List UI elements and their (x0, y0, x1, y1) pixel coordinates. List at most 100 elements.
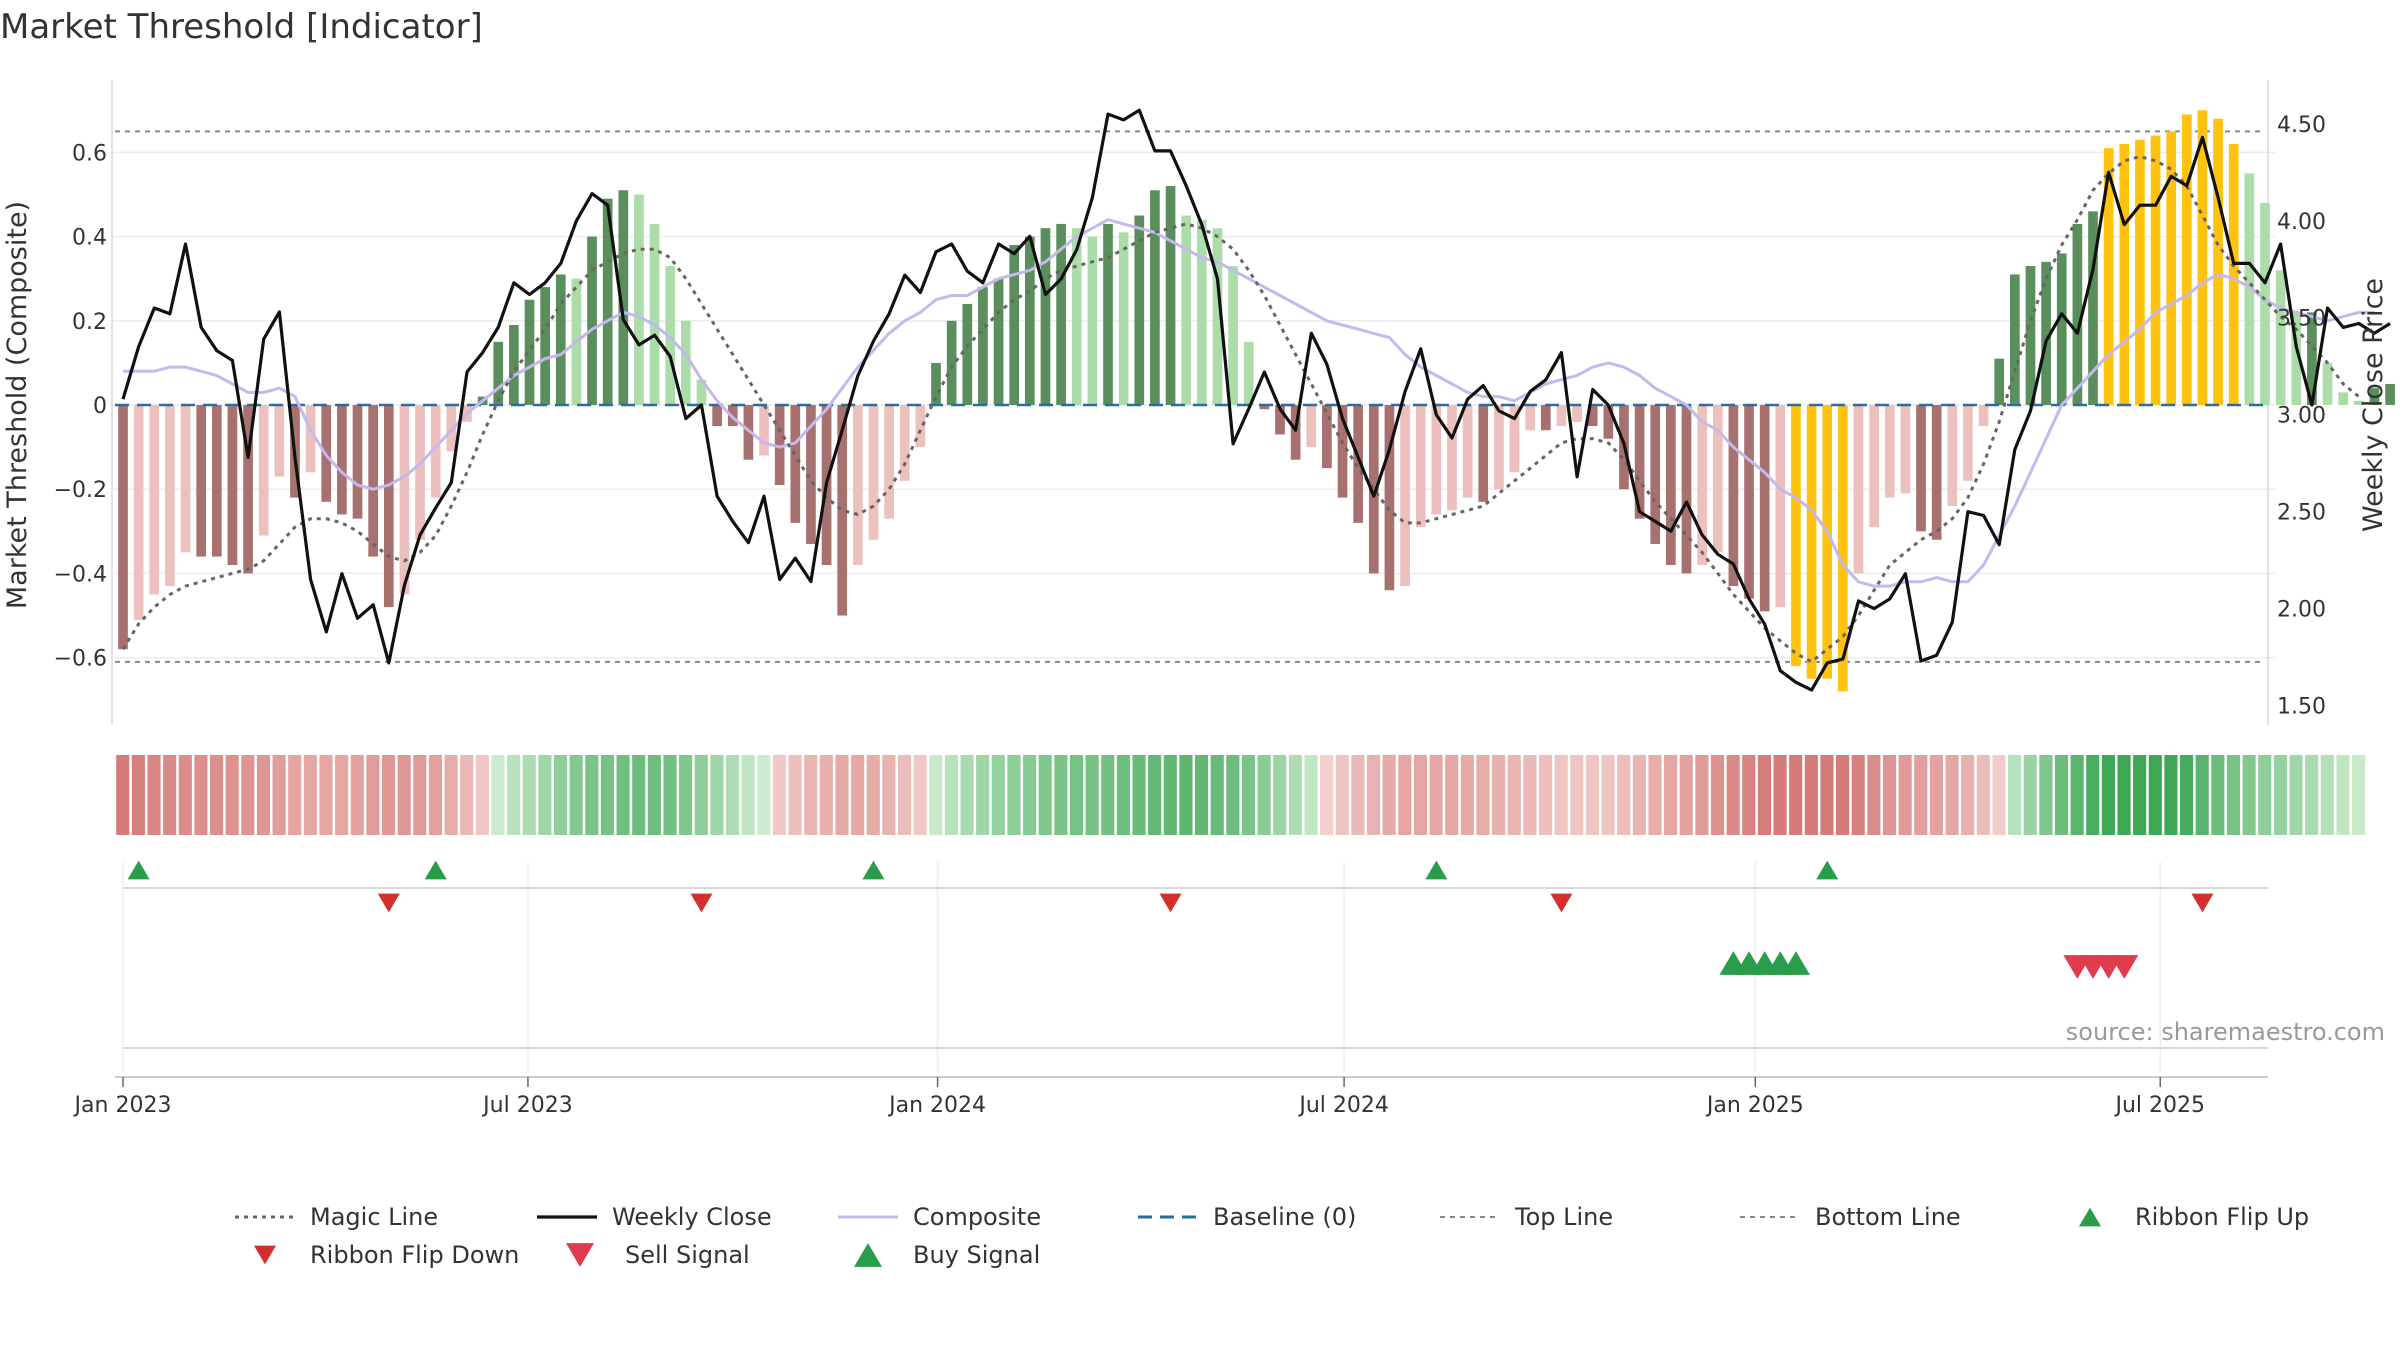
legend-label: Composite (913, 1203, 1041, 1231)
ribbon-segment (1304, 755, 1318, 835)
composite-bar (2338, 392, 2349, 405)
ribbon-segment (1241, 755, 1256, 835)
ribbon-segment (694, 755, 708, 835)
composite-bar (1697, 405, 1707, 565)
composite-bar (1400, 405, 1410, 587)
ribbon-flip-down-marker (1550, 893, 1573, 913)
composite-bar (915, 405, 926, 448)
ribbon-segment (2305, 755, 2319, 835)
ribbon-segment (1632, 755, 1646, 835)
composite-bar (946, 320, 957, 405)
legend-item-sell: Sell Signal (566, 1241, 750, 1269)
composite-bar (1103, 223, 1113, 405)
ribbon-segment (1820, 755, 1834, 835)
legend-swatch (566, 1243, 594, 1267)
composite-bar (2072, 223, 2083, 405)
composite-bar (1009, 245, 1020, 405)
composite-bar (618, 190, 629, 405)
x-tick-label: Jan 2023 (73, 1093, 172, 1118)
composite-bar (1024, 236, 1035, 405)
composite-bar (540, 287, 550, 405)
legend-label: Top Line (1514, 1203, 1613, 1231)
ribbon-segment (632, 755, 646, 835)
composite-bar (1353, 405, 1364, 523)
composite-bar (1259, 405, 1270, 410)
ribbon-segment (2226, 755, 2241, 835)
ribbon-segment (381, 755, 396, 835)
left-axis: 0.6 0.4 0.2 0 −0.2 −0.4 −0.6 (54, 141, 107, 671)
right-tick-label: 2.50 (2277, 501, 2326, 526)
ribbon-segment (1523, 755, 1537, 835)
ribbon-segment (976, 755, 990, 835)
ribbon-segment (819, 755, 833, 835)
composite-bar (868, 405, 879, 540)
ribbon-segment (335, 755, 349, 835)
ribbon-segment (944, 755, 958, 835)
ribbon-segment (2148, 755, 2162, 835)
composite-bar (681, 320, 691, 405)
ribbon-segment (1023, 755, 1037, 835)
ribbon-segment (366, 755, 380, 835)
ribbon-segment (616, 755, 630, 835)
ribbon-segment (585, 755, 599, 835)
ribbon-segment (913, 755, 927, 835)
ribbon-segment (2008, 755, 2022, 835)
ribbon-segment (1867, 755, 1881, 835)
composite-bar (1165, 186, 1176, 405)
legend-item-composite: Composite (838, 1203, 1041, 1231)
composite-bar (1087, 236, 1098, 405)
ribbon-segment (2242, 755, 2256, 835)
ribbon-segment (663, 755, 677, 835)
ribbon-segment (1210, 755, 1224, 835)
composite-bar (1431, 405, 1442, 515)
ribbon-segment (2117, 755, 2131, 835)
ribbon-segment (1851, 755, 1865, 835)
ribbon-segment (163, 755, 177, 835)
ribbon-flip-up-marker (1425, 860, 1448, 880)
composite-bar (118, 405, 128, 650)
composite-bar (493, 341, 504, 405)
ribbon-segment (1929, 755, 1943, 835)
legend-swatch (254, 1245, 276, 1265)
ribbon-segment (929, 755, 943, 835)
ribbon-segment (1257, 755, 1271, 835)
composite-bar (1728, 405, 1739, 587)
ribbon-segment (1961, 755, 1975, 835)
left-tick-label: 0 (93, 394, 107, 419)
ribbon-segment (209, 755, 224, 835)
left-tick-label: −0.2 (54, 478, 107, 503)
right-axis: 4.50 4.00 3.50 3.00 2.50 2.00 1.50 (2277, 113, 2326, 720)
ribbon-segment (475, 755, 489, 835)
ribbon-segment (2164, 755, 2178, 835)
composite-bar (399, 405, 410, 595)
composite-bar (2291, 312, 2302, 405)
composite-bar (1947, 405, 1958, 507)
ribbon-segment (413, 755, 427, 835)
ribbon-segment (507, 755, 521, 835)
composite-bar (2213, 118, 2223, 406)
composite-bar (2181, 114, 2192, 405)
ribbon-segment (960, 755, 974, 835)
composite-bar (1666, 405, 1676, 565)
ribbon-segment (1038, 755, 1052, 835)
threshold-lines (115, 130, 2265, 663)
ribbon-segment (679, 755, 693, 835)
ribbon-segment (2054, 755, 2069, 835)
series-lines (115, 108, 2391, 692)
right-tick-label: 4.50 (2277, 113, 2326, 138)
composite-bar (430, 405, 441, 498)
composite-bar (587, 236, 597, 405)
ribbon-segment (1773, 755, 1787, 835)
composite-bar (1650, 405, 1661, 544)
ribbon-segment (1288, 755, 1302, 835)
composite-bar (899, 405, 910, 481)
ribbon-segment (303, 755, 317, 835)
left-tick-label: −0.4 (54, 562, 107, 587)
ribbon-segment (1992, 755, 2006, 835)
composite-bar (1822, 405, 1833, 679)
ribbon-segment (147, 755, 161, 835)
composite-bar (1978, 405, 1989, 427)
left-tick-label: 0.6 (72, 141, 107, 166)
composite-bar (993, 278, 1004, 405)
ribbon-segment (1726, 755, 1740, 835)
